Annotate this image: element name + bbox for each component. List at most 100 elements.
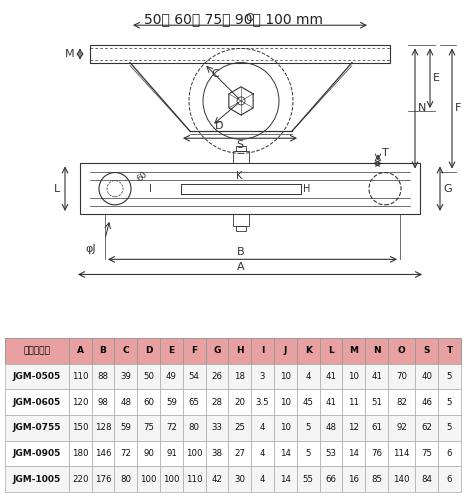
Bar	[438, 466, 461, 492]
Text: L: L	[54, 184, 60, 194]
Bar	[320, 441, 343, 466]
Bar	[115, 389, 137, 415]
Text: 41: 41	[326, 372, 336, 381]
Bar	[228, 389, 251, 415]
Bar	[297, 415, 320, 441]
Bar	[137, 415, 160, 441]
Bar	[233, 214, 249, 226]
Text: 70: 70	[396, 372, 407, 381]
Text: 100: 100	[140, 475, 157, 484]
Bar	[206, 364, 228, 389]
Text: 50・ 60・ 75・ 90・ 100 mm: 50・ 60・ 75・ 90・ 100 mm	[144, 12, 322, 26]
Text: 98: 98	[97, 398, 109, 407]
Bar	[388, 441, 415, 466]
Bar	[228, 466, 251, 492]
Bar	[274, 466, 297, 492]
Bar	[415, 441, 438, 466]
Text: 11: 11	[349, 398, 359, 407]
Bar	[438, 364, 461, 389]
Bar	[160, 466, 183, 492]
Bar	[183, 415, 206, 441]
Text: 10: 10	[280, 423, 291, 432]
Text: 商品コード: 商品コード	[23, 346, 50, 355]
Text: 62: 62	[421, 423, 432, 432]
Text: B: B	[100, 346, 106, 355]
Text: JGM-0905: JGM-0905	[13, 449, 61, 458]
Bar	[137, 364, 160, 389]
Bar	[69, 441, 92, 466]
Text: 60: 60	[135, 170, 149, 184]
Text: 84: 84	[421, 475, 432, 484]
Bar	[69, 389, 92, 415]
Text: E: E	[168, 346, 174, 355]
Bar	[160, 364, 183, 389]
Bar	[251, 338, 274, 364]
Text: D: D	[214, 121, 223, 131]
Bar	[92, 466, 115, 492]
Bar	[69, 364, 92, 389]
Bar	[137, 466, 160, 492]
Text: 20: 20	[234, 398, 245, 407]
Bar	[388, 466, 415, 492]
Text: 5: 5	[306, 423, 311, 432]
Text: 82: 82	[396, 398, 407, 407]
Text: 49: 49	[166, 372, 177, 381]
Text: 5: 5	[447, 423, 452, 432]
Text: 48: 48	[326, 423, 336, 432]
Bar	[343, 466, 365, 492]
Text: 33: 33	[212, 423, 223, 432]
Text: A: A	[237, 262, 245, 272]
Bar	[365, 364, 388, 389]
Text: I: I	[149, 184, 151, 194]
Bar	[415, 466, 438, 492]
Text: 10: 10	[280, 398, 291, 407]
Text: O: O	[398, 346, 405, 355]
Text: 3: 3	[260, 372, 266, 381]
Text: 14: 14	[280, 475, 291, 484]
Text: 30: 30	[234, 475, 245, 484]
Bar	[92, 389, 115, 415]
Text: F: F	[455, 103, 461, 113]
Bar	[5, 389, 69, 415]
Bar	[365, 338, 388, 364]
Bar	[5, 441, 69, 466]
Bar	[228, 338, 251, 364]
Bar	[365, 441, 388, 466]
Bar	[183, 338, 206, 364]
Text: K: K	[305, 346, 312, 355]
Text: 128: 128	[95, 423, 111, 432]
Bar	[5, 338, 69, 364]
Bar	[228, 364, 251, 389]
Bar	[183, 441, 206, 466]
Text: 25: 25	[234, 423, 245, 432]
Text: JGM-1005: JGM-1005	[13, 475, 61, 484]
Bar	[438, 415, 461, 441]
Text: 4: 4	[306, 372, 311, 381]
Text: 180: 180	[72, 449, 89, 458]
Text: 18: 18	[234, 372, 245, 381]
Text: S: S	[236, 140, 244, 150]
Bar	[438, 338, 461, 364]
Bar	[206, 415, 228, 441]
Bar	[206, 389, 228, 415]
Text: 14: 14	[280, 449, 291, 458]
Bar	[438, 441, 461, 466]
Bar	[251, 441, 274, 466]
Bar	[415, 389, 438, 415]
Bar	[297, 389, 320, 415]
Bar	[251, 364, 274, 389]
Text: A: A	[77, 346, 84, 355]
Bar	[320, 338, 343, 364]
Bar	[365, 389, 388, 415]
Text: S: S	[424, 346, 430, 355]
Text: 85: 85	[371, 475, 382, 484]
Text: 220: 220	[72, 475, 89, 484]
Text: 59: 59	[120, 423, 131, 432]
Text: M: M	[64, 49, 74, 59]
Text: 76: 76	[371, 449, 382, 458]
Bar	[115, 441, 137, 466]
Text: 100: 100	[186, 449, 203, 458]
Bar	[343, 389, 365, 415]
Bar	[365, 466, 388, 492]
Text: O: O	[246, 13, 254, 23]
